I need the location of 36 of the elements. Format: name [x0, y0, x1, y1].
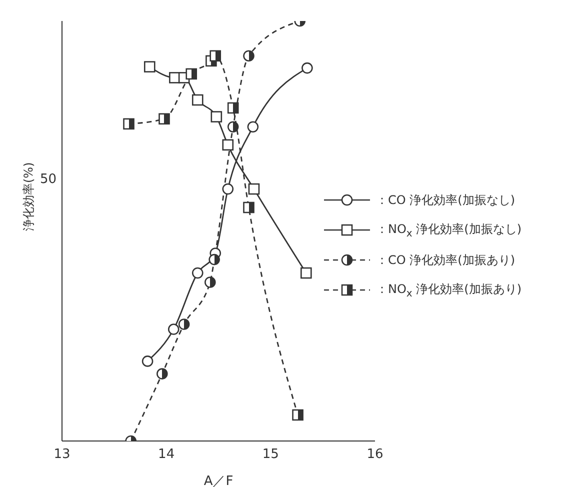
point [156, 368, 168, 380]
y-axis-title: 浄化効率(%) [21, 162, 36, 231]
point [210, 111, 222, 122]
point [123, 118, 134, 130]
point [227, 121, 239, 132]
x-tick-label: 13 [54, 447, 70, 462]
point [208, 254, 220, 266]
point [302, 62, 313, 74]
point [192, 94, 204, 106]
x-tick-label: 15 [262, 447, 279, 462]
point [243, 202, 254, 214]
x-tick-label: 14 [158, 447, 175, 462]
point [186, 68, 198, 80]
legend-label: ：NO$_{x}$ 浄化効率(加振あり) [376, 280, 522, 300]
point [192, 267, 204, 279]
point [300, 267, 312, 279]
point [158, 113, 170, 125]
point [243, 50, 254, 62]
point [168, 324, 180, 335]
text: 50 [40, 172, 57, 187]
legend-label: ：CO 浄化効率(加振あり) [376, 252, 516, 268]
x-tick-label: 16 [366, 447, 384, 462]
legend-label: ：NO$_{x}$ 浄化効率(加振なし) [376, 220, 522, 240]
point [292, 409, 304, 421]
point [142, 356, 154, 367]
point [248, 183, 260, 195]
point [222, 139, 234, 151]
point [204, 276, 216, 288]
point [227, 102, 239, 114]
x-axis-title: A／F [204, 474, 234, 487]
point [178, 318, 190, 330]
point [222, 183, 234, 195]
point [144, 61, 156, 72]
point [247, 121, 259, 132]
point [210, 50, 222, 62]
legend-label: ：CO 浄化効率(加振なし) [376, 192, 516, 208]
